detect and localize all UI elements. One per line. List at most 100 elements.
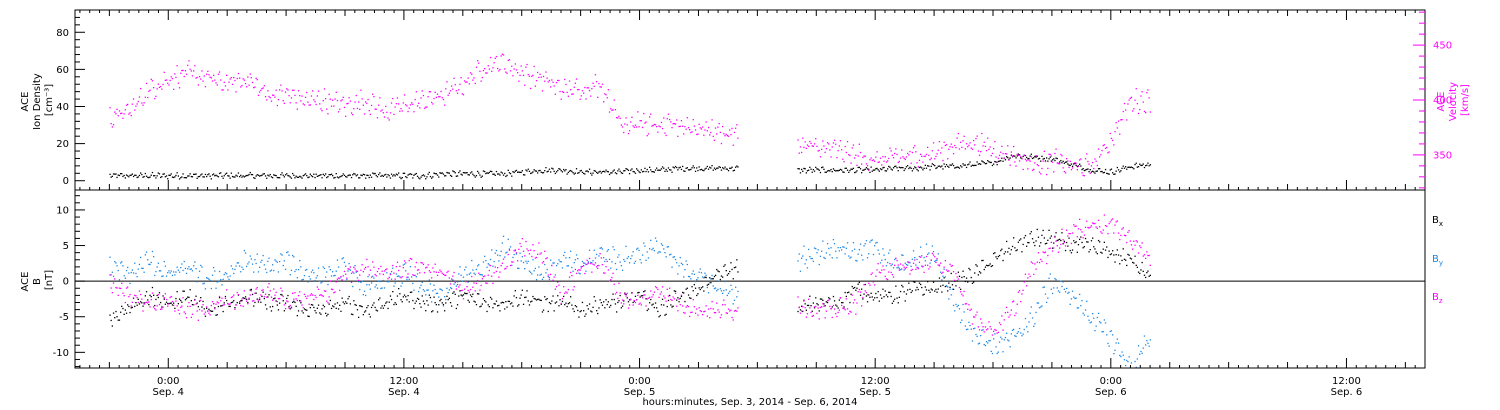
by-point	[577, 258, 579, 260]
by-point	[1053, 287, 1055, 289]
bz-point	[1119, 238, 1121, 241]
density-point	[865, 167, 868, 169]
bz-point	[158, 303, 161, 306]
density-point	[244, 175, 247, 177]
density-point	[459, 170, 461, 172]
bz-point	[627, 307, 630, 309]
density-point	[299, 175, 301, 177]
by-point	[402, 264, 404, 266]
bz-point	[625, 295, 627, 297]
velocity-point	[530, 87, 532, 90]
velocity-point	[1123, 102, 1126, 105]
bz-point	[1056, 245, 1058, 247]
velocity-point	[875, 156, 877, 158]
density-point	[352, 174, 354, 176]
density-point	[910, 167, 912, 169]
bx-point	[299, 300, 301, 302]
density-point	[1038, 157, 1041, 160]
by-point	[1125, 364, 1127, 367]
by-point	[329, 269, 331, 271]
velocity-point	[733, 131, 736, 134]
velocity-point	[1084, 158, 1087, 160]
bz-point	[600, 257, 602, 259]
bz-point	[804, 307, 806, 309]
velocity-point	[236, 77, 238, 80]
bz-point	[399, 265, 401, 267]
bz-point	[583, 262, 585, 264]
by-point	[801, 257, 803, 259]
by-point	[380, 287, 382, 290]
velocity-point	[241, 84, 243, 87]
by-point	[568, 257, 571, 259]
bz-point	[1147, 254, 1149, 257]
density-point	[448, 172, 450, 174]
density-point	[963, 164, 965, 166]
bx-point	[588, 303, 591, 305]
bz-point	[208, 312, 210, 314]
bz-point	[888, 271, 890, 273]
bz-point	[1021, 293, 1023, 295]
by-point	[828, 247, 830, 250]
bz-point	[702, 314, 704, 316]
by-point	[704, 272, 706, 274]
by-point	[910, 265, 912, 267]
by-point	[195, 268, 197, 270]
bz-point	[358, 279, 360, 281]
by-point	[1146, 340, 1148, 342]
bz-point	[441, 272, 443, 274]
velocity-point	[927, 146, 929, 148]
density-point	[1130, 166, 1133, 168]
velocity-point	[593, 85, 595, 87]
density-point	[833, 169, 836, 171]
velocity-point	[822, 140, 824, 142]
bz-point	[353, 266, 355, 268]
velocity-point	[694, 129, 697, 131]
bx-point	[674, 290, 677, 292]
density-point	[373, 173, 375, 175]
bz-point	[140, 293, 142, 296]
bz-point	[954, 279, 956, 281]
by-point	[169, 272, 171, 274]
density-point	[261, 174, 263, 176]
velocity-point	[799, 146, 802, 148]
bx-point	[611, 298, 613, 301]
by-point	[395, 273, 397, 275]
by-point	[177, 269, 179, 271]
by-point	[446, 287, 448, 289]
bx-point	[309, 307, 311, 309]
density-point	[637, 169, 639, 171]
bz-point	[1148, 254, 1150, 257]
density-point	[876, 167, 878, 170]
bx-point	[729, 270, 731, 273]
bx-point	[346, 302, 348, 304]
by-point	[361, 280, 363, 282]
bz-point	[346, 277, 348, 279]
velocity-point	[732, 144, 734, 146]
velocity-point	[1086, 153, 1088, 155]
velocity-point	[422, 94, 425, 97]
density-point	[279, 177, 281, 179]
bx-point	[262, 291, 264, 293]
bx-point	[416, 297, 419, 300]
bz-point	[1036, 261, 1038, 263]
density-point	[451, 175, 453, 177]
bz-point	[963, 290, 965, 293]
bx-point	[555, 301, 558, 303]
bx-point	[571, 304, 573, 306]
density-point	[597, 172, 599, 174]
velocity-point	[883, 160, 885, 162]
bz-point	[871, 272, 873, 274]
bx-point	[579, 311, 581, 313]
by-point	[957, 304, 959, 307]
velocity-point	[121, 112, 123, 114]
bz-point	[155, 309, 157, 311]
density-point	[188, 175, 190, 177]
density-point	[961, 166, 963, 168]
density-point	[879, 168, 882, 170]
velocity-point	[951, 146, 954, 148]
bx-point	[459, 290, 461, 292]
velocity-point	[706, 130, 708, 132]
velocity-point	[157, 83, 159, 85]
bx-point	[489, 296, 492, 299]
density-point	[580, 169, 582, 172]
